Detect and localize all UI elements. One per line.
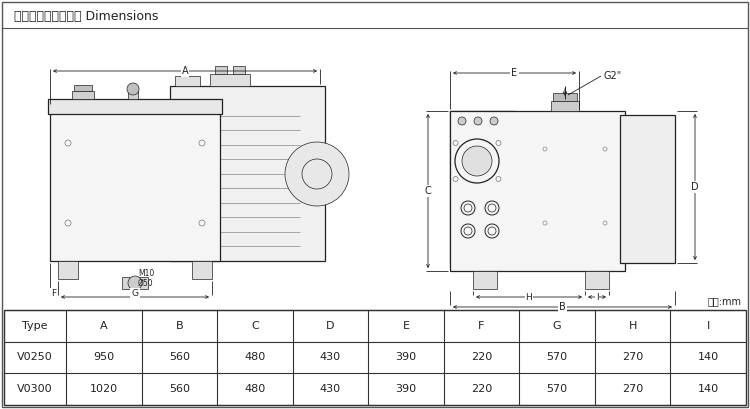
Bar (128, 91, 138, 99)
Text: A: A (100, 321, 107, 331)
Text: M10: M10 (138, 268, 154, 277)
Text: H: H (526, 292, 532, 301)
Text: F: F (52, 290, 56, 299)
Text: E: E (512, 68, 518, 78)
Text: 270: 270 (622, 384, 644, 394)
Circle shape (490, 117, 498, 125)
Circle shape (474, 117, 482, 125)
Text: H: H (628, 321, 637, 331)
Text: V0300: V0300 (17, 384, 53, 394)
Text: E: E (403, 321, 410, 331)
Text: D: D (692, 182, 699, 192)
Bar (122, 277, 148, 289)
Text: C: C (424, 186, 431, 196)
Bar (585, 271, 609, 289)
Bar (58, 261, 78, 279)
Text: D: D (326, 321, 334, 331)
Circle shape (285, 142, 349, 206)
Bar (473, 271, 497, 289)
Text: G2": G2" (603, 71, 621, 81)
Text: 560: 560 (169, 384, 190, 394)
Bar (450, 111, 625, 271)
Text: 单位:mm: 单位:mm (708, 296, 742, 306)
Text: 140: 140 (698, 353, 718, 362)
Text: F: F (478, 321, 484, 331)
Text: 220: 220 (471, 353, 492, 362)
Text: 950: 950 (93, 353, 114, 362)
Text: G: G (553, 321, 562, 331)
Text: 570: 570 (547, 384, 568, 394)
Text: V0250: V0250 (17, 353, 53, 362)
Text: 570: 570 (547, 353, 568, 362)
Circle shape (127, 83, 139, 95)
Text: 480: 480 (244, 384, 266, 394)
Text: C: C (251, 321, 259, 331)
Bar (553, 93, 577, 101)
Text: B: B (559, 302, 566, 312)
Text: 390: 390 (395, 353, 416, 362)
Bar (233, 66, 245, 74)
Text: 430: 430 (320, 353, 341, 362)
Bar (450, 111, 515, 263)
Text: 390: 390 (395, 384, 416, 394)
Bar (74, 85, 92, 91)
Text: Type: Type (22, 321, 48, 331)
Text: G: G (131, 290, 139, 299)
Bar (48, 99, 222, 114)
Text: Ø50: Ø50 (138, 279, 154, 288)
Text: 220: 220 (471, 384, 492, 394)
Text: 560: 560 (169, 353, 190, 362)
Circle shape (462, 146, 492, 176)
Circle shape (128, 276, 142, 290)
Text: 140: 140 (698, 384, 718, 394)
Text: 270: 270 (622, 353, 644, 362)
Text: 外型尺寸及安装尺寸 Dimensions: 外型尺寸及安装尺寸 Dimensions (14, 11, 158, 23)
Bar (170, 86, 325, 261)
Bar (620, 115, 675, 263)
Text: I: I (706, 321, 710, 331)
Bar (175, 76, 200, 86)
Bar (215, 66, 227, 74)
Bar (72, 91, 94, 99)
Text: 1020: 1020 (90, 384, 118, 394)
Bar (551, 101, 579, 111)
Text: 480: 480 (244, 353, 266, 362)
Bar (4, 310, 746, 405)
Bar (162, 141, 174, 226)
Text: A: A (182, 66, 188, 76)
Circle shape (458, 117, 466, 125)
Bar (192, 261, 212, 279)
Text: I: I (596, 292, 598, 301)
Text: 430: 430 (320, 384, 341, 394)
Bar (210, 74, 250, 86)
Text: B: B (176, 321, 183, 331)
Bar (50, 106, 220, 261)
